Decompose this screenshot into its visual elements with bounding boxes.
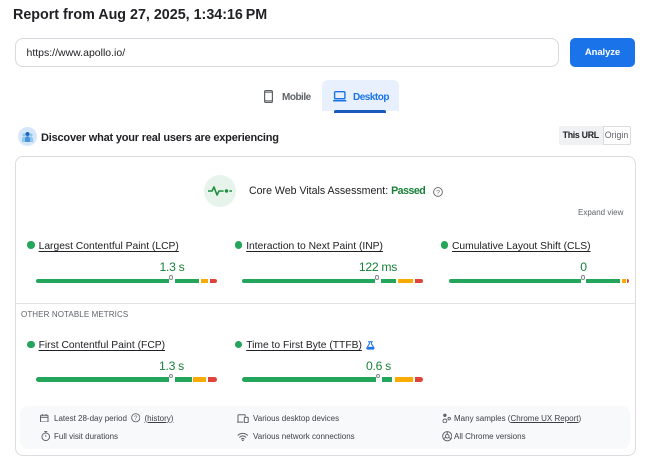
svg-text:?: ? bbox=[134, 415, 138, 422]
svg-text:?: ? bbox=[436, 189, 440, 196]
